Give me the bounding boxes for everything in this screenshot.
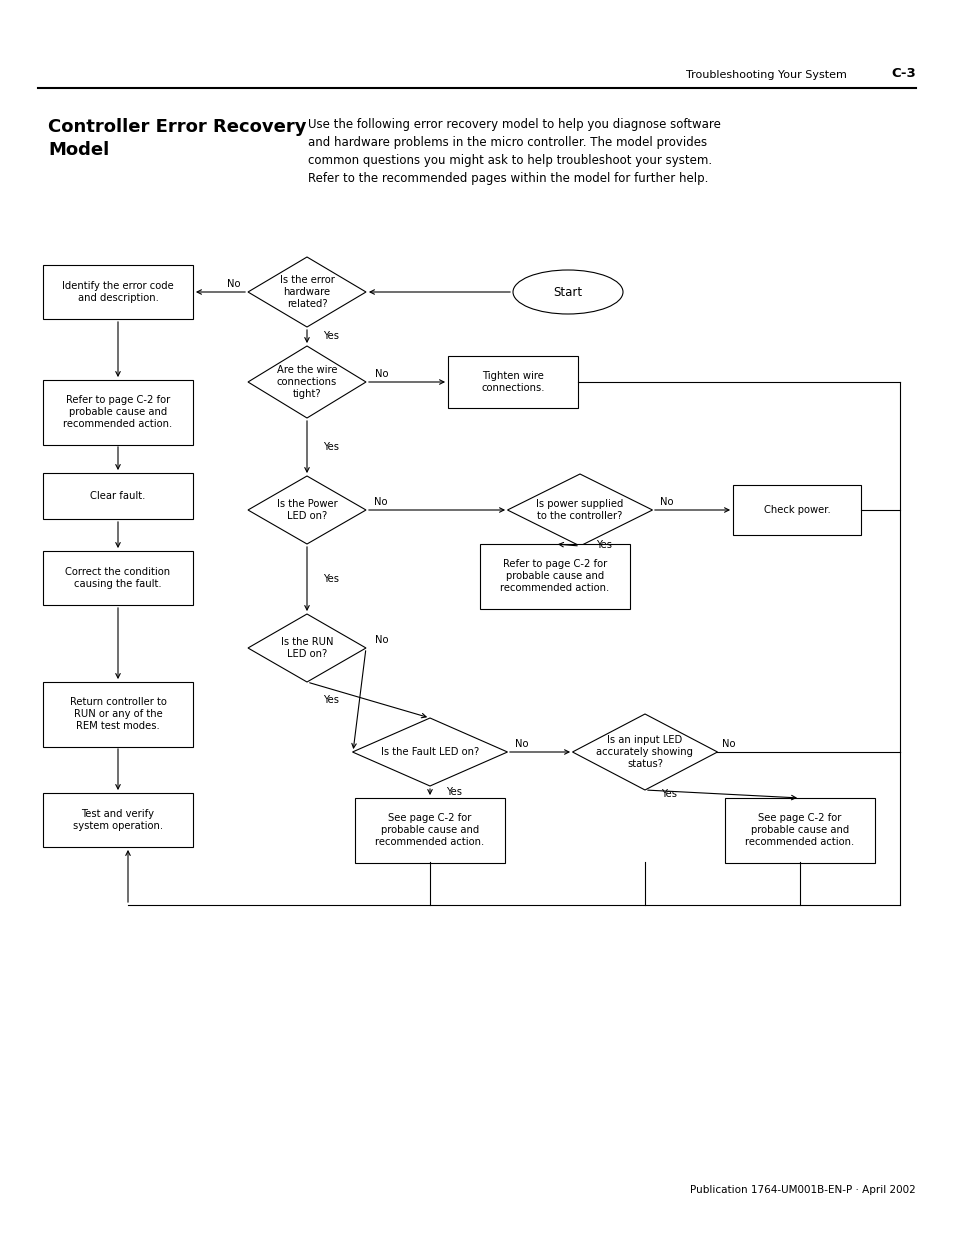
- Text: Yes: Yes: [323, 574, 338, 584]
- Polygon shape: [248, 257, 366, 327]
- Text: See page C-2 for
probable cause and
recommended action.: See page C-2 for probable cause and reco…: [744, 814, 854, 847]
- Text: Refer to page C-2 for
probable cause and
recommended action.: Refer to page C-2 for probable cause and…: [500, 559, 609, 593]
- Text: Is an input LED
accurately showing
status?: Is an input LED accurately showing statu…: [596, 735, 693, 768]
- Polygon shape: [248, 614, 366, 682]
- Text: Are the wire
connections
tight?: Are the wire connections tight?: [276, 366, 337, 399]
- Text: No: No: [227, 279, 241, 289]
- Text: No: No: [659, 496, 673, 508]
- Text: No: No: [374, 496, 387, 508]
- Text: Tighten wire
connections.: Tighten wire connections.: [480, 372, 544, 393]
- Text: Correct the condition
causing the fault.: Correct the condition causing the fault.: [66, 567, 171, 589]
- Ellipse shape: [513, 270, 622, 314]
- Text: Start: Start: [553, 285, 582, 299]
- Text: Identify the error code
and description.: Identify the error code and description.: [62, 282, 173, 303]
- FancyBboxPatch shape: [43, 682, 193, 746]
- Text: C-3: C-3: [890, 67, 915, 80]
- Text: Yes: Yes: [323, 442, 338, 452]
- FancyBboxPatch shape: [355, 798, 504, 862]
- Text: Clear fault.: Clear fault.: [91, 492, 146, 501]
- Text: Check power.: Check power.: [762, 505, 829, 515]
- Text: Is the RUN
LED on?: Is the RUN LED on?: [280, 637, 333, 658]
- Text: Yes: Yes: [323, 331, 338, 341]
- Polygon shape: [248, 346, 366, 417]
- Polygon shape: [248, 475, 366, 543]
- FancyBboxPatch shape: [724, 798, 874, 862]
- Text: No: No: [375, 635, 388, 645]
- Polygon shape: [507, 474, 652, 546]
- FancyBboxPatch shape: [43, 473, 193, 519]
- FancyBboxPatch shape: [43, 551, 193, 605]
- FancyBboxPatch shape: [448, 356, 578, 408]
- Polygon shape: [572, 714, 717, 790]
- Text: Use the following error recovery model to help you diagnose software
and hardwar: Use the following error recovery model t…: [308, 119, 720, 185]
- Text: Yes: Yes: [446, 787, 461, 797]
- FancyBboxPatch shape: [479, 543, 629, 609]
- Text: Is power supplied
to the controller?: Is power supplied to the controller?: [536, 499, 623, 521]
- Text: Yes: Yes: [596, 540, 612, 550]
- Text: No: No: [721, 739, 735, 748]
- Text: No: No: [375, 369, 388, 379]
- FancyBboxPatch shape: [43, 266, 193, 319]
- Text: Is the Fault LED on?: Is the Fault LED on?: [380, 747, 478, 757]
- Text: Is the Power
LED on?: Is the Power LED on?: [276, 499, 337, 521]
- Text: Return controller to
RUN or any of the
REM test modes.: Return controller to RUN or any of the R…: [70, 698, 166, 731]
- Polygon shape: [352, 718, 507, 785]
- FancyBboxPatch shape: [732, 485, 861, 535]
- Text: Yes: Yes: [660, 789, 677, 799]
- Text: Yes: Yes: [323, 695, 338, 705]
- Text: No: No: [515, 739, 528, 748]
- Text: Publication 1764-UM001B-EN-P · April 2002: Publication 1764-UM001B-EN-P · April 200…: [690, 1186, 915, 1195]
- Text: Controller Error Recovery
Model: Controller Error Recovery Model: [48, 119, 306, 159]
- Text: See page C-2 for
probable cause and
recommended action.: See page C-2 for probable cause and reco…: [375, 814, 484, 847]
- FancyBboxPatch shape: [43, 793, 193, 847]
- Text: Troubleshooting Your System: Troubleshooting Your System: [685, 70, 846, 80]
- Text: Refer to page C-2 for
probable cause and
recommended action.: Refer to page C-2 for probable cause and…: [63, 395, 172, 429]
- Text: Is the error
hardware
related?: Is the error hardware related?: [279, 275, 335, 309]
- Text: Test and verify
system operation.: Test and verify system operation.: [72, 809, 163, 831]
- FancyBboxPatch shape: [43, 379, 193, 445]
